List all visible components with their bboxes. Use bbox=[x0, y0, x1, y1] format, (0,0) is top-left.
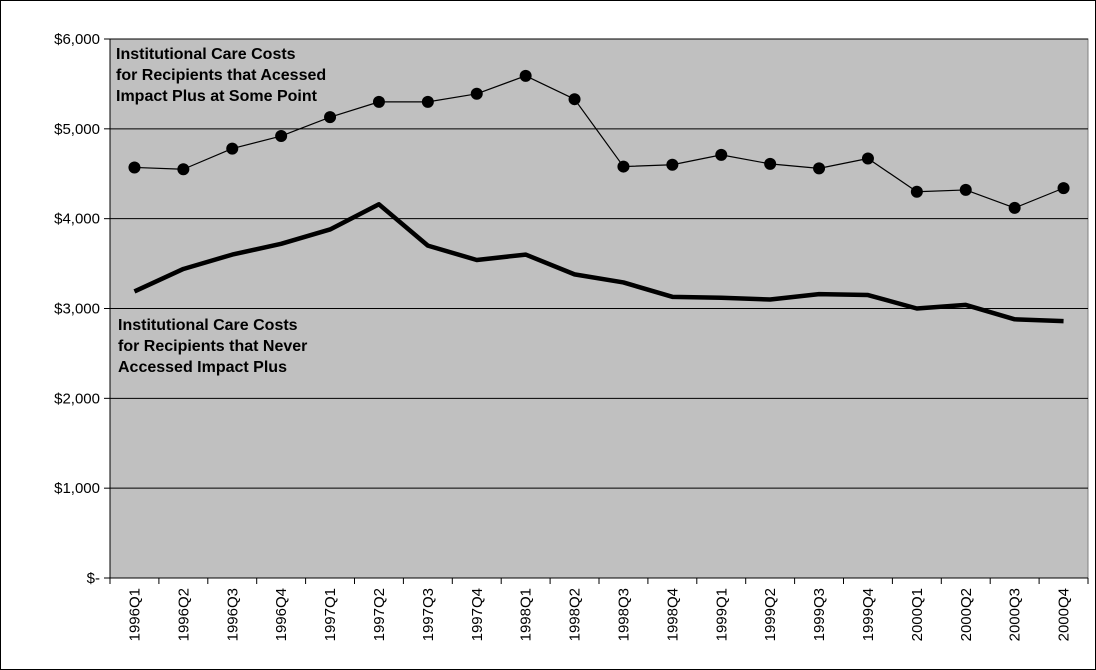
x-tick-label-1999Q2: 1999Q2 bbox=[762, 588, 779, 641]
series-0-point-1999Q4 bbox=[861, 152, 874, 165]
x-tick-label-1997Q4: 1997Q4 bbox=[469, 588, 486, 641]
y-tick-label-5000: $5,000 bbox=[54, 121, 100, 138]
annotation-accessed-line-2: for Recipients that Acessed bbox=[116, 67, 326, 84]
annotation-never-line-1: Institutional Care Costs bbox=[118, 317, 298, 334]
series-0-point-1996Q1 bbox=[128, 161, 141, 174]
x-tick-label-2000Q2: 2000Q2 bbox=[958, 588, 975, 641]
series-0-point-1997Q1 bbox=[324, 111, 337, 124]
x-tick-label-1996Q1: 1996Q1 bbox=[126, 588, 143, 641]
y-tick-label-3000: $3,000 bbox=[54, 301, 100, 318]
tick-labels: $- $1,000 $2,000 $3,000 $4,000 $5,000 $6,000 19… bbox=[54, 31, 1072, 641]
annotation-accessed-line-1: Institutional Care Costs bbox=[116, 46, 296, 63]
series-0-point-2000Q2 bbox=[959, 183, 972, 196]
x-tick-label-1997Q2: 1997Q2 bbox=[371, 588, 388, 641]
x-tick-label-1998Q3: 1998Q3 bbox=[615, 588, 632, 641]
x-tick-label-1996Q2: 1996Q2 bbox=[175, 588, 192, 641]
series-0-point-1998Q3 bbox=[617, 160, 630, 173]
gridlines bbox=[110, 38, 1088, 489]
series-0-point-1999Q2 bbox=[764, 157, 777, 170]
x-tick-label-1997Q3: 1997Q3 bbox=[420, 588, 437, 641]
series-0-point-1997Q4 bbox=[470, 87, 483, 100]
annotations: Institutional Care Costs for Recipients … bbox=[116, 46, 326, 376]
series-0-point-1996Q3 bbox=[226, 142, 239, 155]
series-0-line bbox=[134, 75, 1064, 209]
x-tick-label-1998Q4: 1998Q4 bbox=[664, 588, 681, 641]
series-0-point-1996Q4 bbox=[275, 130, 288, 143]
x-tick-label-1997Q1: 1997Q1 bbox=[322, 588, 339, 641]
annotation-accessed-line-3: Impact Plus at Some Point bbox=[116, 88, 318, 105]
series-layer bbox=[128, 69, 1070, 324]
series-1-line bbox=[133, 202, 1064, 324]
series-0-point-1998Q2 bbox=[568, 93, 581, 106]
x-tick-label-2000Q1: 2000Q1 bbox=[909, 588, 926, 641]
x-tick-label-1998Q1: 1998Q1 bbox=[518, 588, 535, 641]
axes bbox=[104, 38, 1089, 584]
y-tick-label-1000: $1,000 bbox=[54, 480, 100, 497]
series-0-point-2000Q4 bbox=[1057, 182, 1070, 195]
x-tick-label-1999Q4: 1999Q4 bbox=[860, 588, 877, 641]
series-0-point-1997Q3 bbox=[421, 95, 434, 108]
x-tick-label-1999Q3: 1999Q3 bbox=[811, 588, 828, 641]
series-0-point-1997Q2 bbox=[372, 95, 385, 108]
x-tick-label-2000Q4: 2000Q4 bbox=[1056, 588, 1073, 641]
series-0-point-2000Q1 bbox=[910, 185, 923, 198]
x-tick-label-1996Q4: 1996Q4 bbox=[273, 588, 290, 641]
series-0-point-2000Q3 bbox=[1008, 201, 1021, 214]
series-0-point-1996Q2 bbox=[177, 163, 190, 176]
y-tick-label-6000: $6,000 bbox=[54, 31, 100, 48]
y-tick-label-4000: $4,000 bbox=[54, 211, 100, 228]
series-0-point-1999Q1 bbox=[715, 148, 728, 161]
series-0-point-1999Q3 bbox=[813, 162, 826, 175]
y-tick-label-2000: $2,000 bbox=[54, 390, 100, 407]
annotation-never-line-2: for Recipients that Never bbox=[118, 338, 307, 355]
x-tick-label-1999Q1: 1999Q1 bbox=[713, 588, 730, 641]
annotation-never-line-3: Accessed Impact Plus bbox=[118, 359, 287, 376]
series-0-point-1998Q1 bbox=[519, 69, 532, 82]
series-0-point-1998Q4 bbox=[666, 158, 679, 171]
x-tick-label-2000Q3: 2000Q3 bbox=[1007, 588, 1024, 641]
y-tick-label-0: $- bbox=[87, 570, 100, 587]
x-tick-label-1996Q3: 1996Q3 bbox=[224, 588, 241, 641]
x-tick-label-1998Q2: 1998Q2 bbox=[567, 588, 584, 641]
